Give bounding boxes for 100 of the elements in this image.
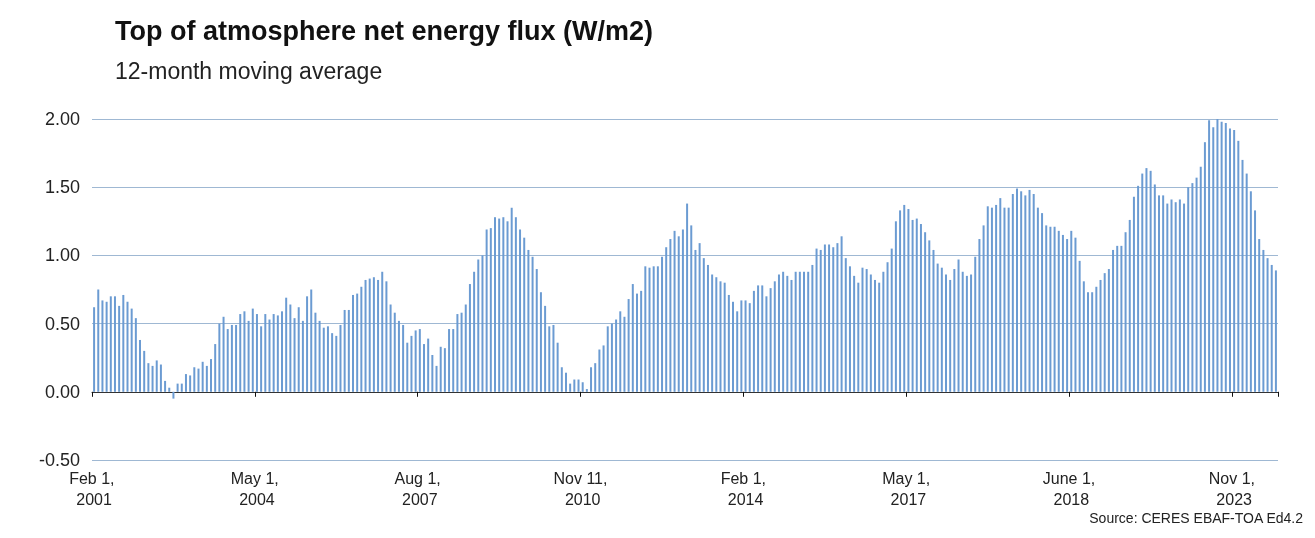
bar [239,314,242,392]
bar [915,218,918,392]
bar [339,324,342,392]
bar [393,312,396,392]
bar [272,314,275,392]
bar [397,320,400,392]
bar [1103,273,1106,392]
bar [255,314,258,392]
bar [372,277,375,392]
bar [828,244,831,392]
bar [848,266,851,392]
bar [118,305,121,392]
bar [807,271,810,392]
bar [1224,123,1227,392]
bar [585,389,588,392]
bar [264,314,267,392]
bar [1132,196,1135,392]
bar [1233,129,1236,392]
bar [93,307,96,392]
bar [1124,232,1127,392]
bar [832,247,835,392]
bar [615,319,618,392]
bar [364,279,367,392]
bar [1011,194,1014,392]
bar [189,375,192,392]
bar [1162,195,1165,392]
bar [406,342,409,392]
bar [1053,226,1056,392]
bar [326,326,329,392]
bar [498,218,501,392]
bar [840,236,843,392]
bar [147,363,150,392]
bar [1032,194,1035,392]
bar [205,365,208,392]
bar [878,282,881,392]
bar [1153,184,1156,392]
bar [786,275,789,392]
bar [285,297,288,392]
bar [289,304,292,392]
bar [740,300,743,392]
bar [1237,140,1240,392]
bar [243,311,246,392]
bar [331,333,334,392]
bar [105,301,108,392]
bar [235,324,238,392]
bar [590,367,593,392]
bar [732,301,735,392]
bar [468,284,471,392]
x-tick-label: Feb 1, 2001 [69,470,119,508]
bar [368,278,371,392]
bar [569,383,572,392]
bar [790,279,793,392]
bar [1266,258,1269,392]
bar [1120,245,1123,392]
bar [477,259,480,392]
bar [139,339,142,392]
bar [514,217,517,392]
bar [423,344,425,392]
bar [385,281,388,392]
bar [894,221,897,392]
bar [1082,281,1085,392]
bar [1212,127,1215,392]
bar [886,262,889,392]
bar [949,279,952,392]
bar [1208,120,1211,392]
bar [656,266,659,392]
bar [961,271,964,392]
bar [1170,199,1173,392]
bar [1066,239,1069,392]
bar [126,301,129,392]
bar [794,271,797,392]
bar [686,203,689,392]
bar [694,249,697,392]
bar [502,217,505,392]
bar [1191,183,1194,392]
bar [418,329,421,392]
bar [1216,119,1219,392]
y-tick-label: 1.50 [44,177,80,198]
bar [335,335,338,392]
bar [539,292,542,392]
bar [627,299,630,392]
bar [715,277,718,392]
bar [281,311,284,392]
chart-title: Top of atmosphere net energy flux (W/m2) [115,16,654,47]
bar [1258,239,1261,392]
bar [464,304,467,392]
bar [1241,159,1244,392]
bar [168,387,171,392]
bar [306,296,309,392]
bar [1036,207,1039,392]
bar [352,294,354,392]
bar [1174,202,1177,392]
bar [640,290,643,392]
chart-subtitle: 12-month moving average [115,58,383,85]
bar [151,365,154,392]
bar [293,318,296,392]
bar [1145,168,1148,392]
bar [761,285,764,392]
bar [573,379,576,392]
bar [736,311,739,392]
